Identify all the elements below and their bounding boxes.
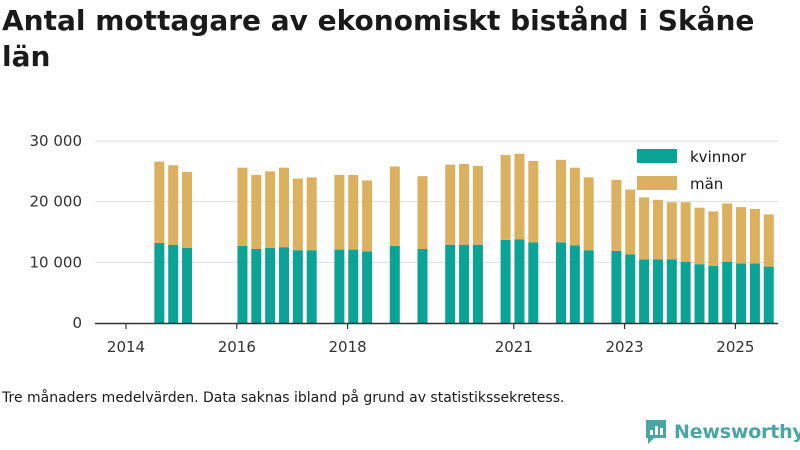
y-tick-label: 10 000 (30, 253, 83, 271)
bar-man (583, 177, 594, 251)
bar-man (500, 154, 511, 240)
chart-title: Antal mottagare av ekonomiskt bistånd i … (2, 4, 755, 73)
bar-kvinnor (528, 242, 539, 323)
bar-man (708, 211, 719, 266)
bar-man (306, 177, 317, 251)
bar-kvinnor (251, 248, 262, 323)
bar-kvinnor (722, 261, 733, 323)
legend-label-man: män (690, 175, 723, 193)
x-tick-label: 2021 (495, 338, 533, 356)
bar-kvinnor (749, 263, 760, 323)
bar-kvinnor (708, 265, 719, 323)
bar-man (611, 179, 622, 251)
bar-kvinnor (472, 244, 483, 323)
bar-man (639, 197, 650, 260)
bar-kvinnor (182, 247, 193, 323)
y-tick-label: 20 000 (30, 193, 83, 211)
bar-kvinnor (306, 250, 317, 323)
newsworthy-logo-icon (646, 420, 666, 444)
bar-kvinnor (154, 242, 165, 323)
bar-man (334, 174, 345, 250)
bar-man (168, 165, 179, 245)
legend-swatch-kvinnor (637, 149, 677, 163)
brand-logo[interactable]: Newsworthy (644, 418, 800, 446)
bar-kvinnor (611, 250, 622, 323)
bar-kvinnor (680, 261, 691, 323)
bar-man (722, 203, 733, 262)
bar-man (749, 208, 760, 264)
bar-kvinnor (389, 245, 400, 323)
legend-label-kvinnor: kvinnor (690, 148, 747, 166)
bar-man (680, 202, 691, 262)
bar-man (445, 164, 456, 245)
x-tick-label: 2023 (606, 338, 644, 356)
bar-man (265, 171, 276, 248)
bar-kvinnor (514, 239, 525, 323)
bar-man (348, 174, 359, 250)
bar-kvinnor (334, 249, 345, 323)
bar-man (279, 167, 289, 248)
x-tick-label: 2016 (218, 338, 256, 356)
bar-man (251, 174, 262, 249)
bar-man (292, 178, 303, 251)
bar-kvinnor (237, 245, 248, 323)
bar-kvinnor (292, 250, 303, 323)
bar-man (362, 180, 373, 252)
bar-kvinnor (348, 249, 359, 323)
bar-kvinnor (362, 251, 373, 323)
bar-man (556, 159, 566, 243)
bar-man (514, 153, 525, 240)
bar-kvinnor (583, 250, 594, 323)
bar-kvinnor (694, 264, 705, 323)
bar-man (182, 171, 193, 248)
footnote: Tre månaders medelvärden. Data saknas ib… (2, 390, 565, 406)
bar-kvinnor (417, 248, 428, 323)
bar-kvinnor (279, 247, 289, 323)
gridlines (95, 140, 778, 263)
bar-man (694, 207, 705, 265)
bar-kvinnor (459, 244, 470, 323)
bar-kvinnor (500, 239, 511, 323)
bar-kvinnor (168, 244, 179, 323)
x-axis-ticks: 2014 2016 2018 2021 2023 2025 (107, 323, 754, 356)
legend-swatch-man (637, 176, 677, 190)
bar-kvinnor (625, 254, 636, 323)
bar-kvinnor (445, 244, 456, 323)
bar-man (154, 161, 165, 243)
bar-kvinnor (736, 263, 747, 323)
y-tick-label: 30 000 (30, 132, 83, 150)
bar-man (625, 189, 636, 255)
bar-kvinnor (556, 242, 566, 323)
bar-kvinnor (652, 259, 663, 323)
x-tick-label: 2018 (329, 338, 367, 356)
bar-kvinnor (639, 259, 650, 323)
bar-man (652, 199, 663, 260)
x-tick-label: 2014 (107, 338, 145, 356)
bar-man (528, 161, 539, 243)
bar-kvinnor (265, 247, 276, 323)
bar-man (569, 167, 580, 246)
bars (154, 153, 774, 323)
x-tick-label: 2025 (716, 338, 754, 356)
bar-man (763, 214, 774, 267)
bar-man (666, 202, 677, 260)
bar-kvinnor (666, 259, 677, 323)
bar-man (389, 166, 400, 246)
bar-man (472, 165, 483, 245)
bar-kvinnor (569, 245, 580, 323)
bar-man (237, 167, 248, 246)
brand-name: Newsworthy (674, 421, 800, 443)
bar-kvinnor (763, 266, 774, 323)
y-axis-ticks: 0 10 000 20 000 30 000 (30, 132, 83, 332)
legend: kvinnor män (637, 148, 747, 193)
bar-man (459, 164, 470, 245)
bar-man (417, 176, 428, 249)
bar-man (736, 207, 747, 264)
y-tick-label: 0 (72, 314, 82, 332)
